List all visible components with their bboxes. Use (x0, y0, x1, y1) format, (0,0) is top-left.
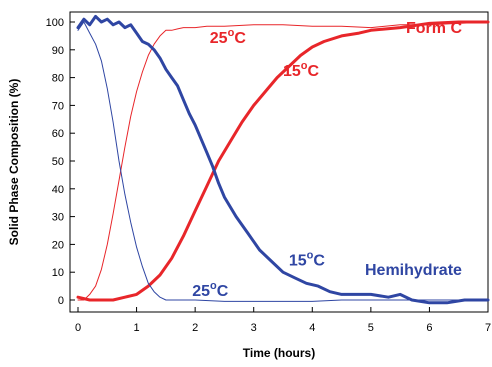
y-tick-label: 30 (52, 212, 64, 224)
y-axis-ticks: 0 10 20 30 40 50 60 70 80 90 100 (46, 17, 75, 307)
y-tick-label: 60 (52, 128, 64, 140)
annotation-lbl_r25: 25oC (210, 27, 247, 47)
x-tick-label: 0 (75, 322, 81, 334)
x-tick-label: 6 (426, 322, 432, 334)
y-tick-label: 0 (58, 295, 64, 307)
y-tick-label: 100 (46, 17, 64, 29)
x-tick-label: 1 (134, 322, 140, 334)
y-tick-label: 80 (52, 73, 64, 85)
y-tick-label: 90 (52, 45, 64, 57)
series-line-formc15 (76, 20, 490, 302)
y-tick-label: 10 (52, 267, 64, 279)
y-tick-label: 20 (52, 239, 64, 251)
y-tick-label: 50 (52, 156, 64, 168)
x-axis-ticks: 0 1 2 3 4 5 6 7 (75, 307, 491, 334)
x-tick-label: 2 (192, 322, 198, 334)
y-axis-label: Solid Phase Composition (%) (7, 79, 21, 246)
series-line-hemi15 (76, 14, 490, 305)
x-tick-label: 4 (309, 322, 315, 334)
annotation-lbl_b25: 25oC (192, 280, 229, 300)
x-tick-label: 7 (485, 322, 491, 334)
y-tick-label: 70 (52, 100, 64, 112)
x-tick-label: 5 (368, 322, 374, 334)
plot-frame (69, 11, 489, 313)
x-tick-label: 3 (251, 322, 257, 334)
annotation-lbl_formc: Form C (406, 20, 462, 37)
series-lines (76, 14, 490, 305)
annotation-lbl_hemi: Hemihydrate (365, 262, 462, 279)
series-line-hemi25 (77, 21, 489, 302)
y-tick-label: 40 (52, 184, 64, 196)
series-line-formc25 (77, 21, 489, 301)
annotation-lbl_r15: 15oC (283, 60, 320, 80)
x-axis-label: Time (hours) (243, 346, 315, 360)
annotation-lbl_b15: 15oC (289, 249, 326, 269)
annotations: Form C 25oC 15oC 15oC 25oC Hemihydrate (192, 20, 462, 300)
